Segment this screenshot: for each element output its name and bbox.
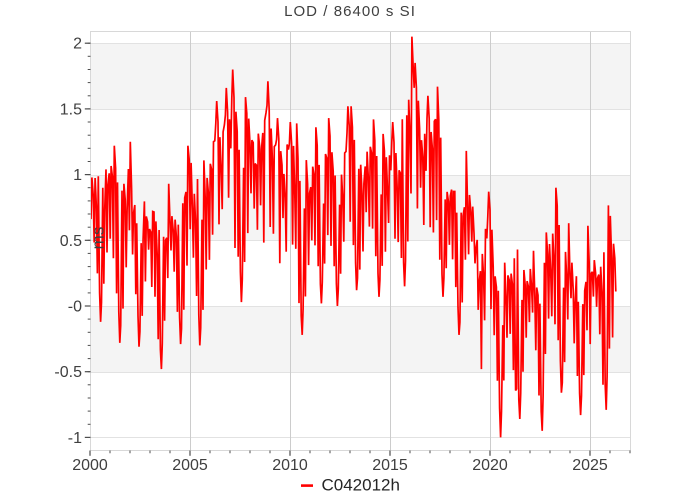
svg-text:2010: 2010 [272, 457, 308, 474]
svg-text:-0: -0 [68, 299, 82, 316]
svg-text:LOD / 86400 s SI: LOD / 86400 s SI [284, 3, 416, 20]
svg-text:2000: 2000 [72, 457, 108, 474]
svg-text:2015: 2015 [372, 457, 408, 474]
svg-text:2005: 2005 [172, 457, 208, 474]
svg-text:1: 1 [73, 167, 82, 184]
svg-text:-0.5: -0.5 [54, 364, 82, 381]
svg-text:C042012h: C042012h [322, 476, 400, 495]
svg-text:-1: -1 [68, 430, 82, 447]
svg-text:2025: 2025 [572, 457, 608, 474]
svg-text:1.5: 1.5 [60, 101, 82, 118]
svg-text:ms: ms [89, 227, 108, 250]
svg-text:0.5: 0.5 [60, 233, 82, 250]
svg-text:2: 2 [73, 36, 82, 53]
svg-text:2020: 2020 [472, 457, 508, 474]
